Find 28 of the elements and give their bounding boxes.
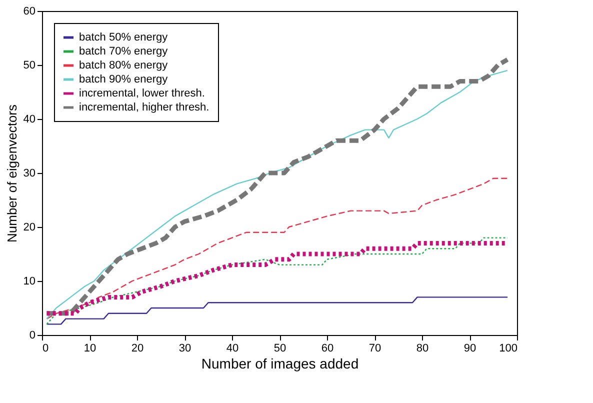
y-tick-label: 30 — [23, 168, 36, 180]
line-series — [46, 178, 508, 320]
x-axis-title: Number of images added — [201, 356, 359, 372]
y-tick-label: 40 — [23, 114, 36, 126]
y-tick-label: 60 — [23, 6, 36, 18]
legend-label: batch 70% energy — [79, 46, 168, 58]
x-tick-label: 70 — [368, 342, 382, 354]
line-series — [46, 296, 508, 325]
y-tick-label: 50 — [23, 60, 36, 72]
x-tick-label: 50 — [274, 342, 286, 354]
legend-label: incremental, higher thresh. — [79, 102, 210, 114]
x-tick-label: 40 — [226, 342, 239, 354]
y-tick-label: 0 — [29, 330, 36, 342]
x-tick-label: 90 — [464, 342, 476, 354]
y-tick-label: 10 — [23, 276, 36, 288]
legend-label: batch 90% energy — [79, 74, 168, 86]
x-tick-label: 0 — [42, 342, 49, 354]
x-tick-label: 100 — [499, 342, 518, 354]
x-tick-label: 20 — [131, 342, 144, 354]
x-tick-label: 60 — [321, 342, 334, 354]
x-tick-label: 80 — [416, 342, 429, 354]
legend-label: batch 50% energy — [79, 32, 168, 44]
legend-label: incremental, lower thresh. — [79, 88, 205, 100]
x-tick-label: 10 — [84, 342, 96, 354]
x-tick-label: 30 — [178, 342, 192, 354]
y-tick-label: 20 — [23, 222, 36, 234]
y-axis-title: Number of eigenvectors — [4, 104, 20, 243]
legend-label: batch 80% energy — [79, 60, 168, 72]
